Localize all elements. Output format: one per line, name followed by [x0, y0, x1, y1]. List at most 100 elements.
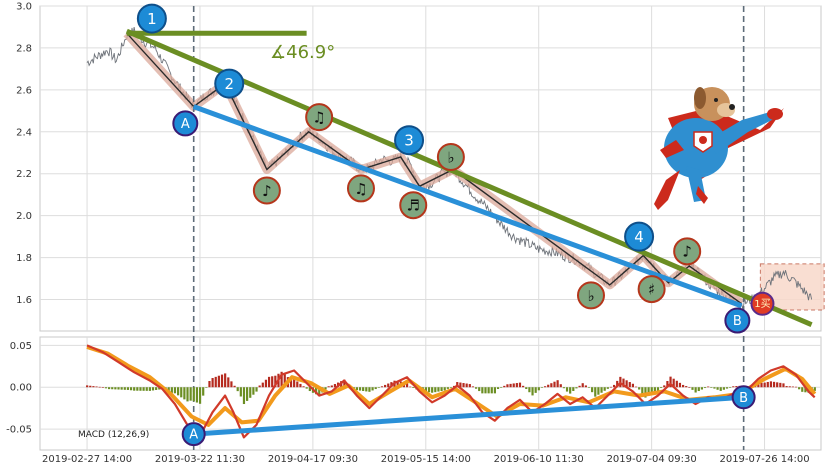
annotation-label: B	[733, 314, 742, 329]
mascot-arm-right	[708, 112, 776, 154]
macd-histogram-bar	[616, 380, 619, 388]
annotation-label: 4	[634, 228, 644, 246]
macd-histogram-bar	[305, 387, 308, 389]
macd-histogram-bar	[531, 387, 534, 396]
flying-superhero-dog-icon	[654, 87, 784, 210]
macd-histogram-bar	[798, 387, 801, 390]
macd-histogram-bar	[707, 386, 710, 388]
macd-histogram-bar	[95, 386, 98, 388]
macd-histogram-bar	[543, 386, 547, 388]
annotation-marker: ♭	[436, 142, 465, 171]
macd-histogram-bar	[145, 387, 148, 391]
macd-histogram-bar	[283, 374, 286, 388]
macd-histogram-bar	[214, 376, 217, 388]
macd-histogram-bar	[587, 387, 591, 388]
macd-panel-frame	[39, 336, 822, 451]
macd-histogram-bar	[86, 385, 89, 388]
macd-histogram-bar	[98, 386, 101, 388]
macd-histogram-bar	[136, 387, 139, 391]
annotation-circle	[637, 275, 666, 304]
macd-histogram-bar	[666, 381, 669, 388]
mascot-glove-left	[660, 140, 684, 158]
macd-histogram-bar	[594, 387, 597, 397]
annotation-label: ♭	[447, 148, 454, 166]
macd-histogram-bar	[660, 387, 663, 389]
macd-histogram-bar	[713, 387, 716, 389]
macd-histogram-bar	[258, 385, 261, 388]
macd-histogram-bar	[198, 387, 202, 404]
macd-histogram-bar	[788, 386, 791, 388]
macd-histogram-bar	[474, 387, 478, 389]
x-tick-label: 2019-07-26 14:00	[719, 454, 809, 465]
price-y-tick-label: 2.0	[16, 211, 32, 222]
x-tick-label: 2019-04-17 09:30	[268, 454, 358, 465]
annotation-marker: ♪	[252, 176, 281, 205]
macd-histogram-bar	[380, 386, 384, 388]
macd-histogram-bar	[368, 387, 371, 392]
macd-histogram-bar	[302, 386, 305, 388]
macd-histogram-bar	[211, 378, 214, 388]
annotation-marker: ♭	[576, 281, 605, 310]
macd-histogram-bar	[675, 380, 678, 388]
macd-histogram-bar	[205, 387, 208, 388]
macd-histogram-bar	[108, 387, 111, 390]
macd-histogram-bar	[427, 387, 431, 393]
macd-histogram-bar	[525, 387, 528, 390]
macd-histogram-bar	[710, 387, 713, 388]
macd-histogram-bar	[468, 384, 471, 388]
macd-histogram-bar	[148, 387, 151, 391]
price-y-tick-label: 1.6	[16, 295, 32, 306]
macd-annotation-label: B	[739, 391, 748, 406]
macd-histogram-bar	[719, 387, 722, 391]
annotation-circle	[214, 68, 245, 99]
annotation-circle	[252, 176, 281, 205]
macd-histogram-bar	[688, 387, 691, 388]
annotation-circle	[305, 103, 334, 132]
macd-histogram-bar	[562, 387, 566, 389]
macd-histogram-bar	[133, 387, 136, 391]
macd-histogram-bar	[757, 383, 760, 388]
macd-histogram-bar	[663, 385, 666, 388]
macd-histogram-bar	[117, 387, 120, 390]
macd-histogram-bar	[791, 386, 794, 388]
annotation-circle	[172, 110, 199, 137]
macd-histogram-bar	[208, 381, 211, 388]
macd-annotation-marker: A	[181, 422, 206, 447]
macd-histogram-bar	[518, 382, 522, 388]
macd-histogram-bar	[239, 387, 242, 397]
annotation-marker: A	[172, 110, 199, 137]
macd-histogram-bar	[261, 382, 264, 388]
macd-histogram-bar	[446, 387, 449, 389]
macd-histogram-bar	[794, 386, 798, 388]
price-y-tick-label: 2.6	[16, 85, 32, 96]
buy-badge-label: 1买	[754, 298, 770, 310]
macd-histogram-bar	[772, 381, 776, 388]
annotation-marker: 4	[624, 221, 655, 252]
x-tick-label: 2019-02-27 14:00	[42, 454, 132, 465]
macd-dea-line	[86, 345, 817, 427]
annotation-marker: ♪	[673, 237, 702, 266]
macd-histogram-bar	[515, 383, 518, 388]
macd-histogram-bar	[685, 386, 688, 388]
macd-histogram-bar	[559, 384, 562, 388]
macd-histogram-bar	[703, 387, 707, 389]
macd-histogram-bar	[186, 387, 189, 402]
macd-histogram-bar	[365, 387, 368, 392]
macd-y-tick-label: -0.05	[6, 425, 32, 436]
macd-histogram-bar	[296, 381, 299, 388]
macd-histogram-bar	[224, 373, 227, 388]
macd-histogram-bar	[634, 386, 638, 388]
macd-histogram-bar	[776, 382, 779, 388]
macd-histogram-bar	[293, 379, 296, 388]
macd-histogram-bar	[111, 387, 114, 390]
macd-histogram-bar	[274, 375, 277, 388]
macd-histogram-bar	[779, 382, 782, 388]
macd-histogram-bar	[236, 387, 239, 392]
macd-histogram-bar	[114, 387, 117, 390]
macd-histogram-bar	[569, 387, 572, 394]
annotation-label: ♫	[354, 180, 367, 198]
mascot-eye	[714, 98, 718, 102]
macd-histogram-bar	[308, 387, 311, 392]
macd-annotation-circle	[181, 422, 206, 447]
